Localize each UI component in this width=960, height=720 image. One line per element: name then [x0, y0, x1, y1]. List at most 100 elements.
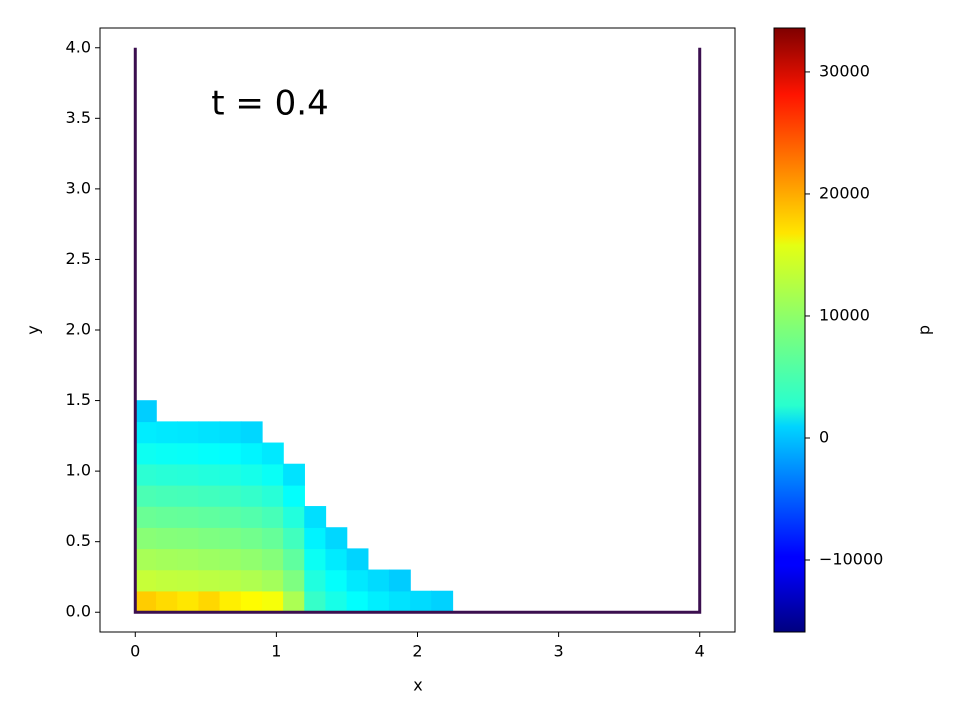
- colorbar-tick-label: 30000: [819, 61, 870, 80]
- y-tick-label: 1.5: [66, 390, 91, 409]
- colorbar-tick-label: −10000: [819, 550, 883, 569]
- particle: [261, 527, 284, 550]
- particle: [219, 548, 242, 571]
- particle: [156, 442, 178, 465]
- particle: [134, 463, 157, 486]
- particle: [156, 484, 178, 507]
- particle: [219, 421, 242, 444]
- particle: [156, 527, 178, 550]
- particle: [261, 484, 284, 507]
- particle: [156, 463, 178, 486]
- particle: [156, 590, 178, 613]
- particle: [304, 527, 327, 550]
- x-tick-label: 3: [554, 642, 564, 661]
- particle: [198, 421, 221, 444]
- particle: [156, 548, 178, 571]
- particle: [325, 527, 348, 550]
- particle: [177, 421, 200, 444]
- annotation: t = 0.4: [211, 84, 329, 124]
- particle: [198, 548, 221, 571]
- particle: [177, 569, 200, 592]
- particle: [283, 590, 305, 613]
- particle: [304, 590, 327, 613]
- particle: [240, 548, 263, 571]
- particle: [240, 442, 263, 465]
- y-tick-label: 1.0: [66, 461, 91, 480]
- particle: [134, 442, 157, 465]
- particle: [134, 506, 157, 528]
- particle: [261, 548, 284, 571]
- particle: [240, 463, 263, 486]
- particle: [367, 590, 390, 613]
- particle: [261, 569, 284, 592]
- x-axis-label: x: [413, 676, 422, 695]
- particle: [219, 590, 242, 613]
- particle: [283, 569, 305, 592]
- x-tick-label: 4: [695, 642, 705, 661]
- particle: [198, 590, 221, 613]
- particle: [219, 463, 242, 486]
- colorbar-tick-label: 10000: [819, 305, 870, 324]
- particle: [325, 590, 348, 613]
- particle: [219, 569, 242, 592]
- particle: [219, 506, 242, 528]
- particle: [134, 400, 157, 423]
- particle: [388, 590, 411, 613]
- y-tick-label: 2.5: [66, 249, 91, 268]
- particle: [198, 484, 221, 507]
- particle: [283, 463, 305, 486]
- particle: [156, 569, 178, 592]
- particle: [261, 442, 284, 465]
- x-tick-label: 0: [130, 642, 140, 661]
- particle: [367, 569, 390, 592]
- particle: [346, 569, 369, 592]
- x-tick-label: 1: [271, 642, 281, 661]
- particle: [304, 506, 327, 528]
- particle: [261, 506, 284, 528]
- particle: [134, 484, 157, 507]
- particle: [388, 569, 411, 592]
- particle: [261, 590, 284, 613]
- colorbar-tick-label: 0: [819, 427, 829, 446]
- y-tick-label: 3.5: [66, 108, 91, 127]
- particle: [177, 527, 200, 550]
- particle: [346, 590, 369, 613]
- particle: [177, 442, 200, 465]
- y-tick-label: 2.0: [66, 320, 91, 339]
- particle: [283, 527, 305, 550]
- particle: [134, 569, 157, 592]
- particle: [325, 569, 348, 592]
- particle: [177, 484, 200, 507]
- y-tick-label: 4.0: [66, 37, 91, 56]
- particle: [198, 463, 221, 486]
- particle: [240, 590, 263, 613]
- particle: [431, 590, 454, 613]
- particle: [177, 548, 200, 571]
- particle: [134, 527, 157, 550]
- particle: [304, 548, 327, 571]
- particle: [198, 569, 221, 592]
- colorbar: [773, 27, 806, 633]
- particle: [240, 421, 263, 444]
- y-tick-label: 0.5: [66, 531, 91, 550]
- particle: [219, 527, 242, 550]
- particle: [198, 506, 221, 528]
- particle: [304, 569, 327, 592]
- particle: [177, 463, 200, 486]
- particle: [156, 421, 178, 444]
- particle: [283, 484, 305, 507]
- x-tick-label: 2: [412, 642, 422, 661]
- colorbar-tick-label: 20000: [819, 183, 870, 202]
- particle: [346, 548, 369, 571]
- particle: [177, 590, 200, 613]
- particle: [134, 590, 157, 613]
- plot-area: [133, 47, 702, 614]
- particle: [219, 484, 242, 507]
- particle: [261, 463, 284, 486]
- particle: [283, 548, 305, 571]
- particle: [177, 506, 200, 528]
- particle: [240, 527, 263, 550]
- particle: [240, 569, 263, 592]
- particle: [240, 506, 263, 528]
- y-tick-label: 0.0: [66, 602, 91, 621]
